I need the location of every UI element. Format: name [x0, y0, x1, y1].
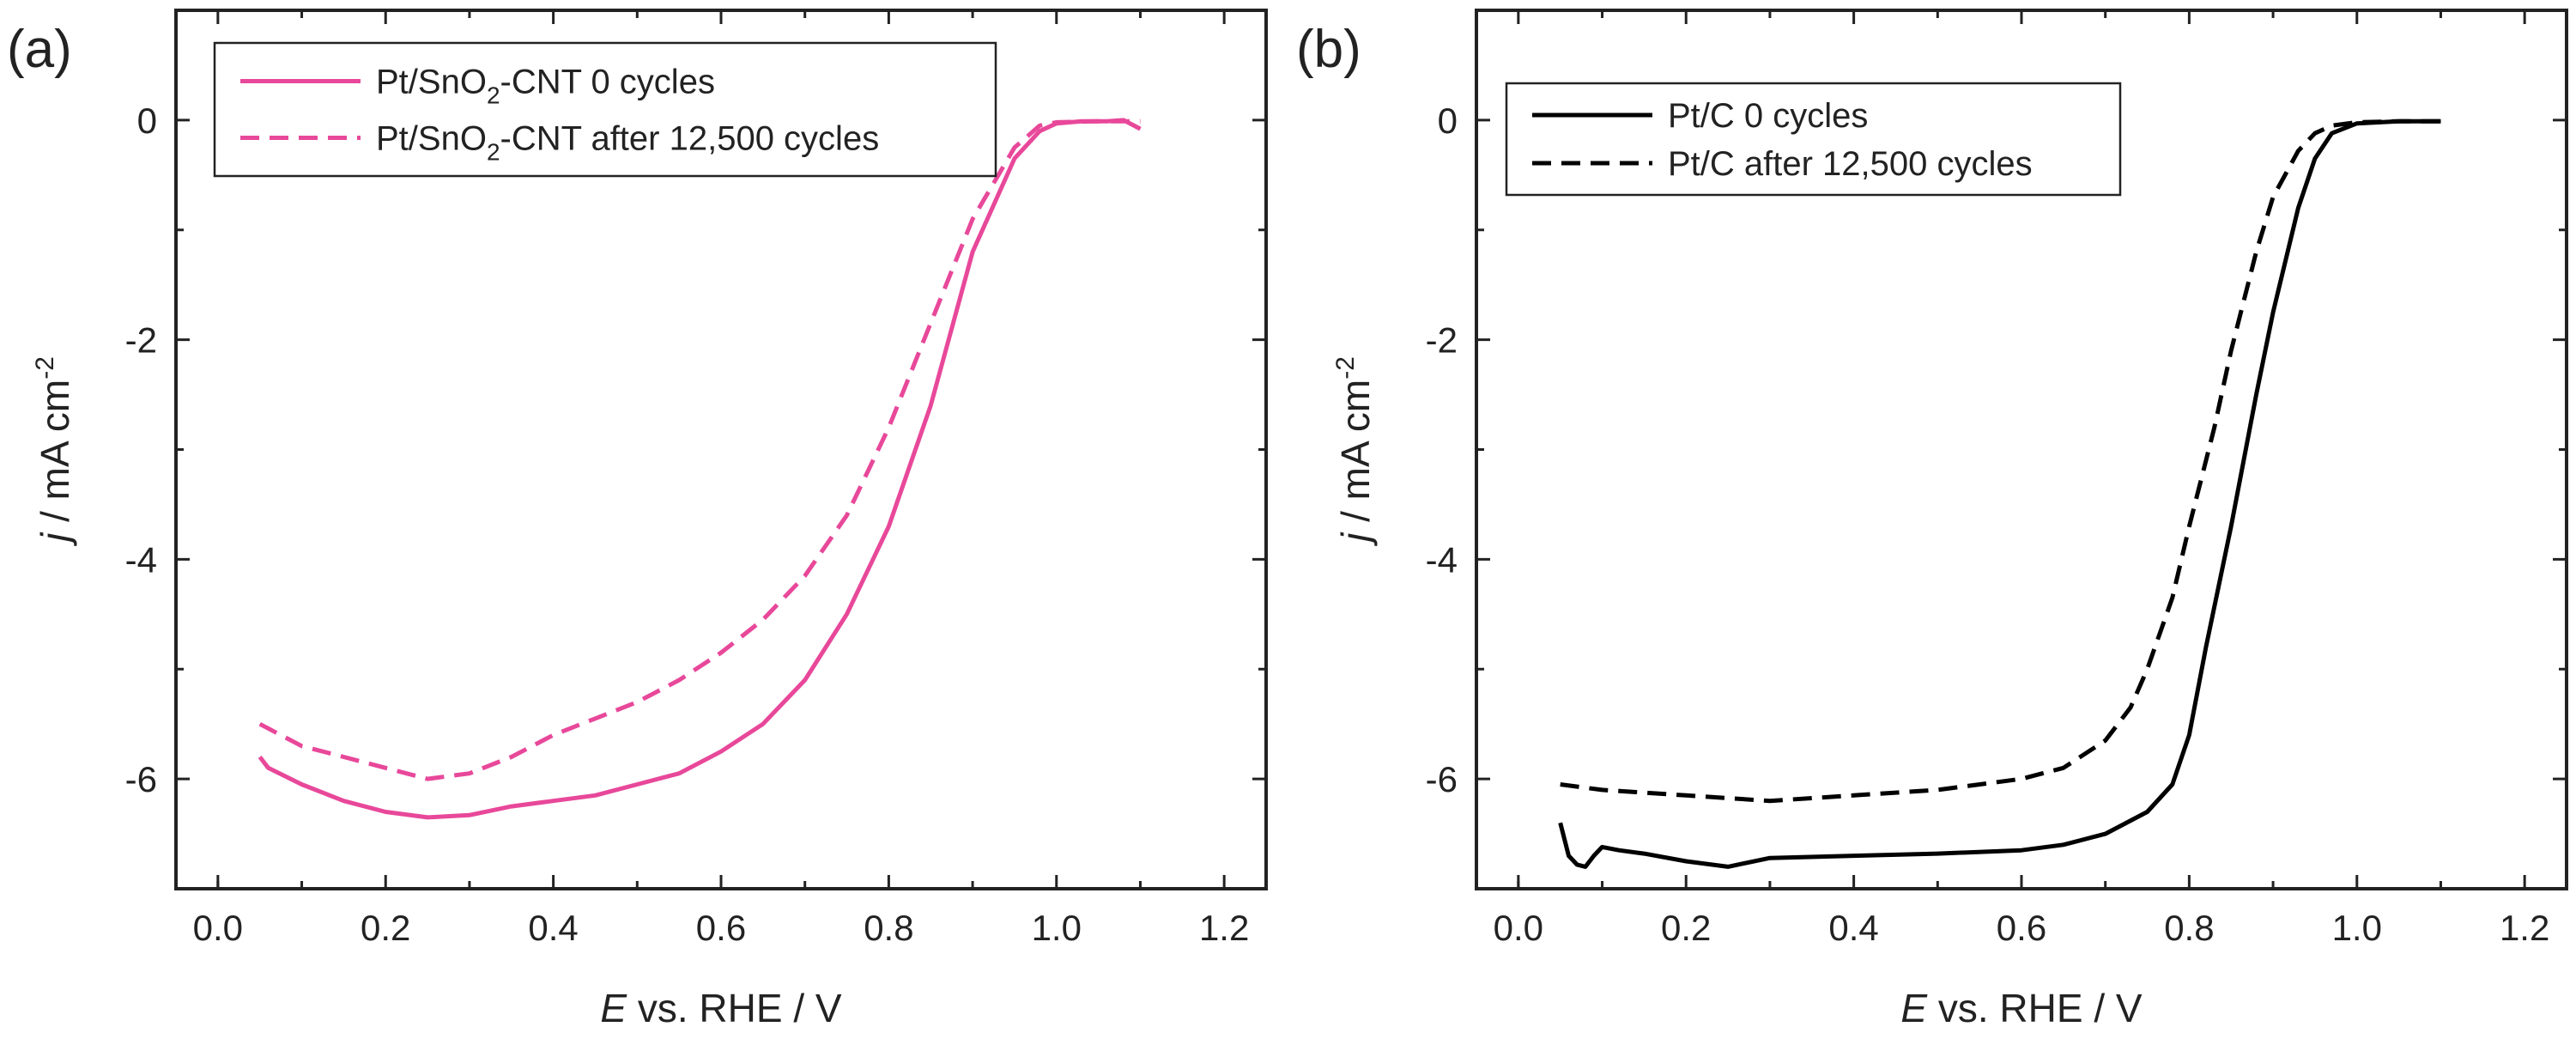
panel-b-y-axis-title: j / mA cm-2 — [1331, 356, 1378, 547]
panel-a-x-tick-label: 1.2 — [1199, 908, 1249, 948]
panel-b-y-tick-label: -2 — [1426, 320, 1458, 361]
panel-b-plot-frame — [1475, 9, 2568, 890]
panel-a-y-axis-title: j / mA cm-2 — [31, 356, 77, 547]
panel-a-legend: Pt/SnO2-CNT 0 cycles Pt/SnO2-CNT after 12… — [213, 41, 997, 178]
panel-a-y-tick-label: -2 — [125, 320, 157, 361]
panel-b-x-tick-label: 1.2 — [2500, 908, 2549, 948]
panel-a-y-tick-label: -6 — [125, 759, 157, 799]
panel-a-x-tick-label: 0.0 — [193, 908, 243, 948]
panel-a-x-tick-label: 0.8 — [864, 908, 913, 948]
panel-a-series-after-cycling-line — [258, 118, 1141, 781]
panel-b-y-tick-label: -6 — [1426, 759, 1458, 799]
panel-b-x-tick-label: 0.6 — [1997, 908, 2046, 948]
panel-a-series — [258, 118, 1142, 820]
panel-a-legend-box — [213, 41, 997, 178]
panel-b-legend-entry-1: Pt/C after 12,500 cycles — [1668, 145, 2033, 183]
panel-a-ticks: 0.0 0.2 0.4 0.6 0.8 1.0 1.2 0 -2 -4 -6 — [125, 10, 1266, 948]
panel-b-series — [1558, 118, 2441, 869]
panel-b: (b) 0.0 0.2 0.4 0.6 0.8 1.0 1.2 0 -2 -4 -6 Pt/C 0 … — [1296, 9, 2568, 1030]
panel-a-x-tick-label: 1.0 — [1032, 908, 1082, 948]
panel-a-x-tick-label: 0.4 — [528, 908, 578, 948]
panel-b-legend-entry-0: Pt/C 0 cycles — [1668, 97, 1868, 135]
panel-b-y-tick-label: -4 — [1426, 539, 1458, 580]
panel-b-x-tick-label: 0.0 — [1494, 908, 1543, 948]
panel-a-legend-entry-0: Pt/SnO2-CNT 0 cycles — [376, 64, 715, 109]
panel-a-x-tick-label: 0.6 — [696, 908, 746, 948]
panel-a-y-tick-label: 0 — [137, 100, 157, 141]
panel-b-x-tick-label: 0.4 — [1828, 908, 1878, 948]
panel-a-legend-entry-1: Pt/SnO2-CNT after 12,500 cycles — [376, 120, 879, 166]
panel-b-x-tick-label: 0.8 — [2164, 908, 2214, 948]
panel-b-series-initial-line — [1558, 118, 2441, 869]
panel-a-label: (a) — [7, 20, 72, 79]
panel-b-x-tick-label: 1.0 — [2332, 908, 2382, 948]
panel-b-legend: Pt/C 0 cycles Pt/C after 12,500 cycles — [1505, 82, 2122, 197]
panel-a-plot-frame — [174, 9, 1268, 890]
panel-b-x-axis-title: E vs. RHE / V — [1900, 986, 2142, 1030]
panel-a-x-tick-label: 0.2 — [361, 908, 410, 948]
panel-a-y-tick-label: -4 — [125, 539, 157, 580]
panel-b-y-tick-label: 0 — [1438, 100, 1458, 141]
panel-a: (a) 0.0 0.2 0.4 0.6 0.8 1.0 1.2 0 -2 -4 -6 Pt/SnO2… — [7, 9, 1268, 1030]
panel-b-legend-box — [1505, 82, 2122, 197]
panel-a-x-axis-title: E vs. RHE / V — [600, 986, 841, 1030]
panel-b-series-after-cycling-line — [1560, 118, 2441, 804]
panel-b-x-tick-label: 0.2 — [1661, 908, 1711, 948]
panel-b-label: (b) — [1296, 20, 1361, 79]
panel-b-ticks: 0.0 0.2 0.4 0.6 0.8 1.0 1.2 0 -2 -4 -6 — [1426, 10, 2567, 948]
